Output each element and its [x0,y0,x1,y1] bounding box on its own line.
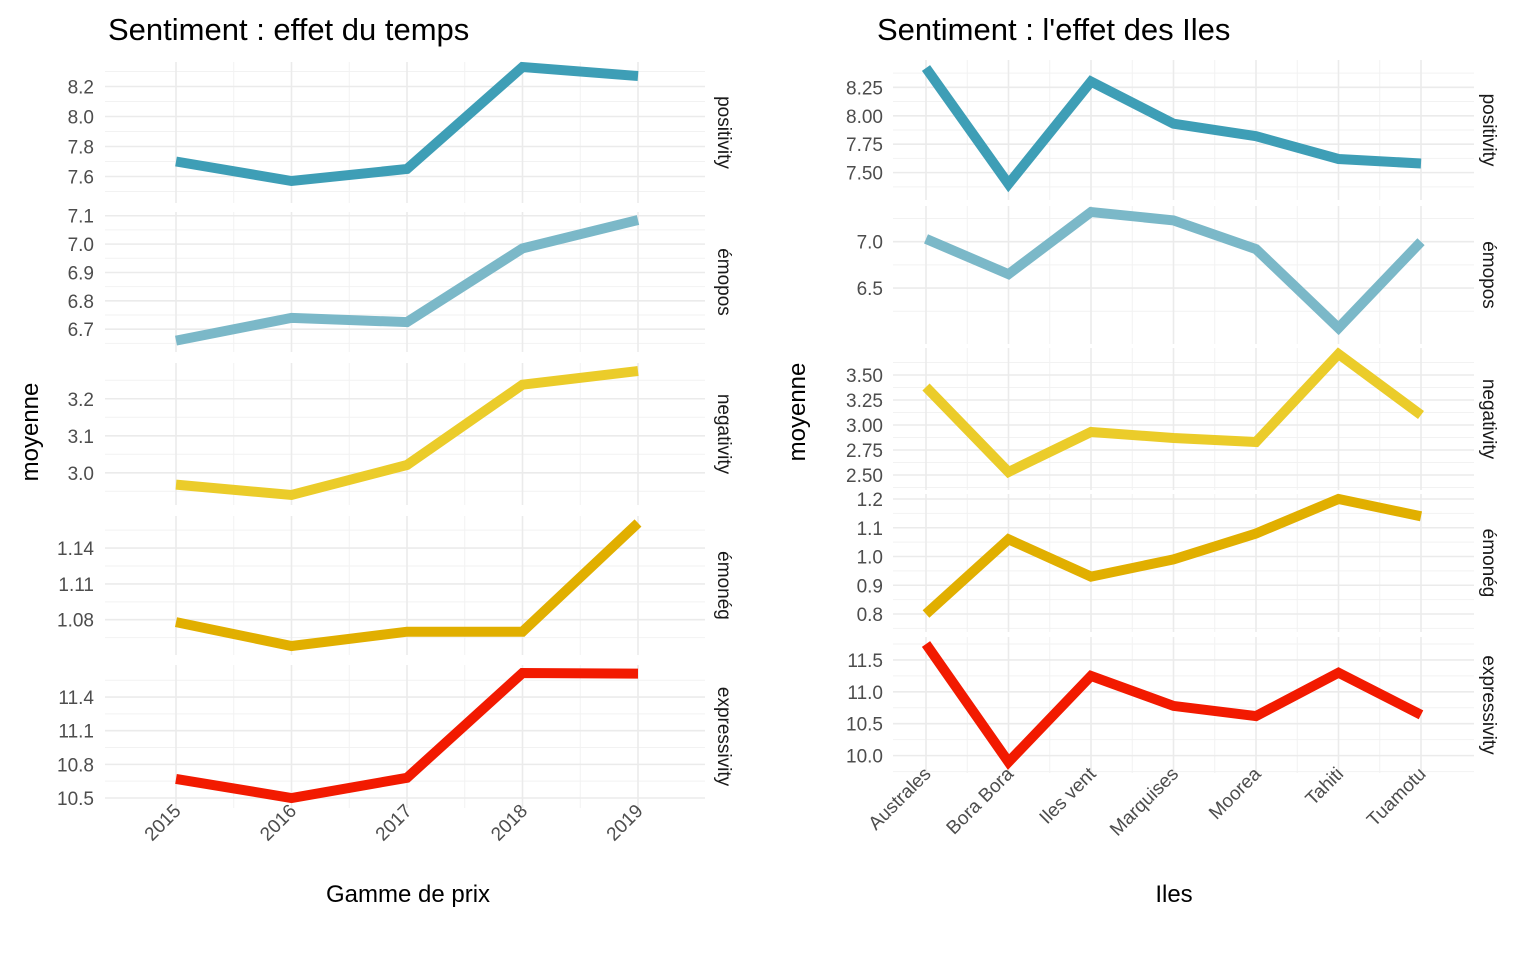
right-facet-label: positivity [1478,94,1499,167]
left-panel-3-y-tick-label: 1.08 [57,611,94,632]
right-panel-1-grid [893,206,1474,344]
right-panel-4-y-tick-label: 11.5 [847,651,883,672]
left-panel-4-grid [105,665,705,808]
left-panel-3: 1.08 1.11 1.14 émonég [57,516,734,655]
left-panel-1-y-tick-label: 6.8 [68,292,94,313]
right-panel-3: 0.8 0.9 1.0 1.1 1.2 émonég [857,490,1499,632]
left-panel-2-y-tick-label: 3.2 [68,390,94,411]
right-x-tick-label: Australes [865,764,936,835]
left-x-tick-label: 2018 [487,801,532,846]
right-panel-4-y-tick-label: 10.0 [846,747,883,768]
right-panel-2-y-tick-label: 3.50 [846,366,883,387]
right-panel-2: 2.50 2.75 3.00 3.25 3.50 negativity [846,347,1499,490]
left-panel-0-y-tick-label: 7.8 [68,138,94,159]
left-chart-y-axis-title: moyenne [17,383,44,482]
right-panel-3-y-tick-label: 0.8 [857,605,883,626]
left-panel-4-y-tick-label: 10.8 [57,755,94,776]
right-panel-2-y-tick-label: 3.00 [846,416,883,437]
right-panel-4-y-tick-label: 10.5 [846,715,883,736]
right-x-tick-label: Moorea [1205,763,1266,824]
right-panel-0-y-tick-label: 7.75 [846,135,883,156]
left-panel-3-grid [105,516,705,655]
left-facet-label: positivity [713,96,734,169]
right-x-tick-label: Iles vent [1036,763,1101,828]
right-chart-panels: 7.50 7.75 8.00 8.25 positivity 6.5 7.0 émopos 2.… [846,60,1499,841]
left-panel-1-y-tick-label: 6.7 [68,320,94,341]
left-chart: Sentiment : effet du temps Gamme de prix… [17,12,734,908]
right-x-tick-label: Marquises [1106,764,1183,841]
right-panel-3-y-tick-label: 1.1 [857,519,883,540]
left-chart-title: Sentiment : effet du temps [108,12,469,47]
right-facet-label: expressivity [1478,655,1499,755]
right-panel-1-y-tick-label: 7.0 [857,233,883,254]
left-x-tick-label: 2017 [372,801,417,846]
right-facet-label: émonég [1478,529,1499,598]
right-panel-1-y-tick-label: 6.5 [857,279,883,300]
right-panel-0-y-tick-label: 8.25 [846,78,883,99]
left-panel-3-y-tick-label: 1.11 [58,575,94,596]
right-chart: Sentiment : l'effet des Iles Iles moyenn… [784,12,1499,908]
left-chart-panels: 7.6 7.8 8.0 8.2 positivity 6.7 6.8 6.9 7.0 7.1 émo… [57,61,734,846]
right-panel-4-y-tick-label: 11.0 [847,683,883,704]
left-panel-1-y-tick-label: 7.1 [68,207,94,228]
right-panel-3-y-tick-label: 0.9 [857,576,883,597]
left-x-tick-label: 2016 [256,801,301,846]
left-panel-1-y-tick-label: 7.0 [68,235,94,256]
left-panel-4-y-tick-label: 11.4 [58,688,94,709]
left-panel-0-y-tick-label: 7.6 [68,168,94,189]
left-panel-2-y-tick-label: 3.0 [68,464,94,485]
right-panel-0: 7.50 7.75 8.00 8.25 positivity [846,60,1499,200]
right-panel-2-grid [893,348,1474,490]
right-chart-y-axis-title: moyenne [784,363,811,462]
right-panel-2-y-tick-label: 2.50 [846,466,883,487]
right-panel-3-grid [893,494,1474,632]
right-facet-label: émopos [1478,241,1499,309]
right-facet-label: negativity [1478,379,1499,460]
right-chart-title: Sentiment : l'effet des Iles [877,12,1230,47]
left-facet-label: émonég [713,551,734,620]
left-panel-1: 6.7 6.8 6.9 7.0 7.1 émopos [68,207,734,352]
right-panel-0-y-tick-label: 7.50 [846,164,883,185]
left-facet-label: émopos [713,248,734,316]
left-panel-4: 10.5 10.8 11.1 11.4 expressivity [57,665,734,810]
right-chart-x-axis-title: Iles [1155,881,1192,908]
left-panel-2-y-tick-label: 3.1 [68,427,94,448]
right-panel-0-y-tick-label: 8.00 [846,107,883,128]
left-panel-3-y-tick-label: 1.14 [57,539,94,560]
right-x-tick-label: Tahiti [1302,764,1348,810]
right-x-tick-label: Tuamotu [1363,764,1430,831]
right-panel-1: 6.5 7.0 émopos [857,206,1499,344]
left-facet-label: expressivity [713,687,734,787]
left-chart-x-axis-title: Gamme de prix [326,881,490,908]
left-panel-4-y-tick-label: 10.5 [57,789,94,810]
left-panel-0: 7.6 7.8 8.0 8.2 positivity [68,61,734,203]
right-panel-4: 10.0 10.5 11.0 11.5 expressivity [846,637,1499,773]
left-facet-label: negativity [713,394,734,475]
right-panel-2-y-tick-label: 2.75 [846,441,883,462]
left-panel-2: 3.0 3.1 3.2 negativity [68,363,734,505]
left-panel-0-grid [105,62,705,203]
left-panel-4-y-tick-label: 11.1 [58,722,94,743]
left-panel-0-y-tick-label: 8.2 [68,78,94,99]
right-x-tick-label: Bora Bora [943,763,1019,839]
left-x-tick-label: 2019 [603,801,648,846]
right-panel-3-y-tick-label: 1.0 [857,548,883,569]
left-panel-1-y-tick-label: 6.9 [68,263,94,284]
right-panel-2-y-tick-label: 3.25 [846,391,883,412]
right-panel-3-y-tick-label: 1.2 [857,490,883,511]
left-x-tick-label: 2015 [141,801,186,846]
left-panel-0-y-tick-label: 8.0 [68,108,94,129]
